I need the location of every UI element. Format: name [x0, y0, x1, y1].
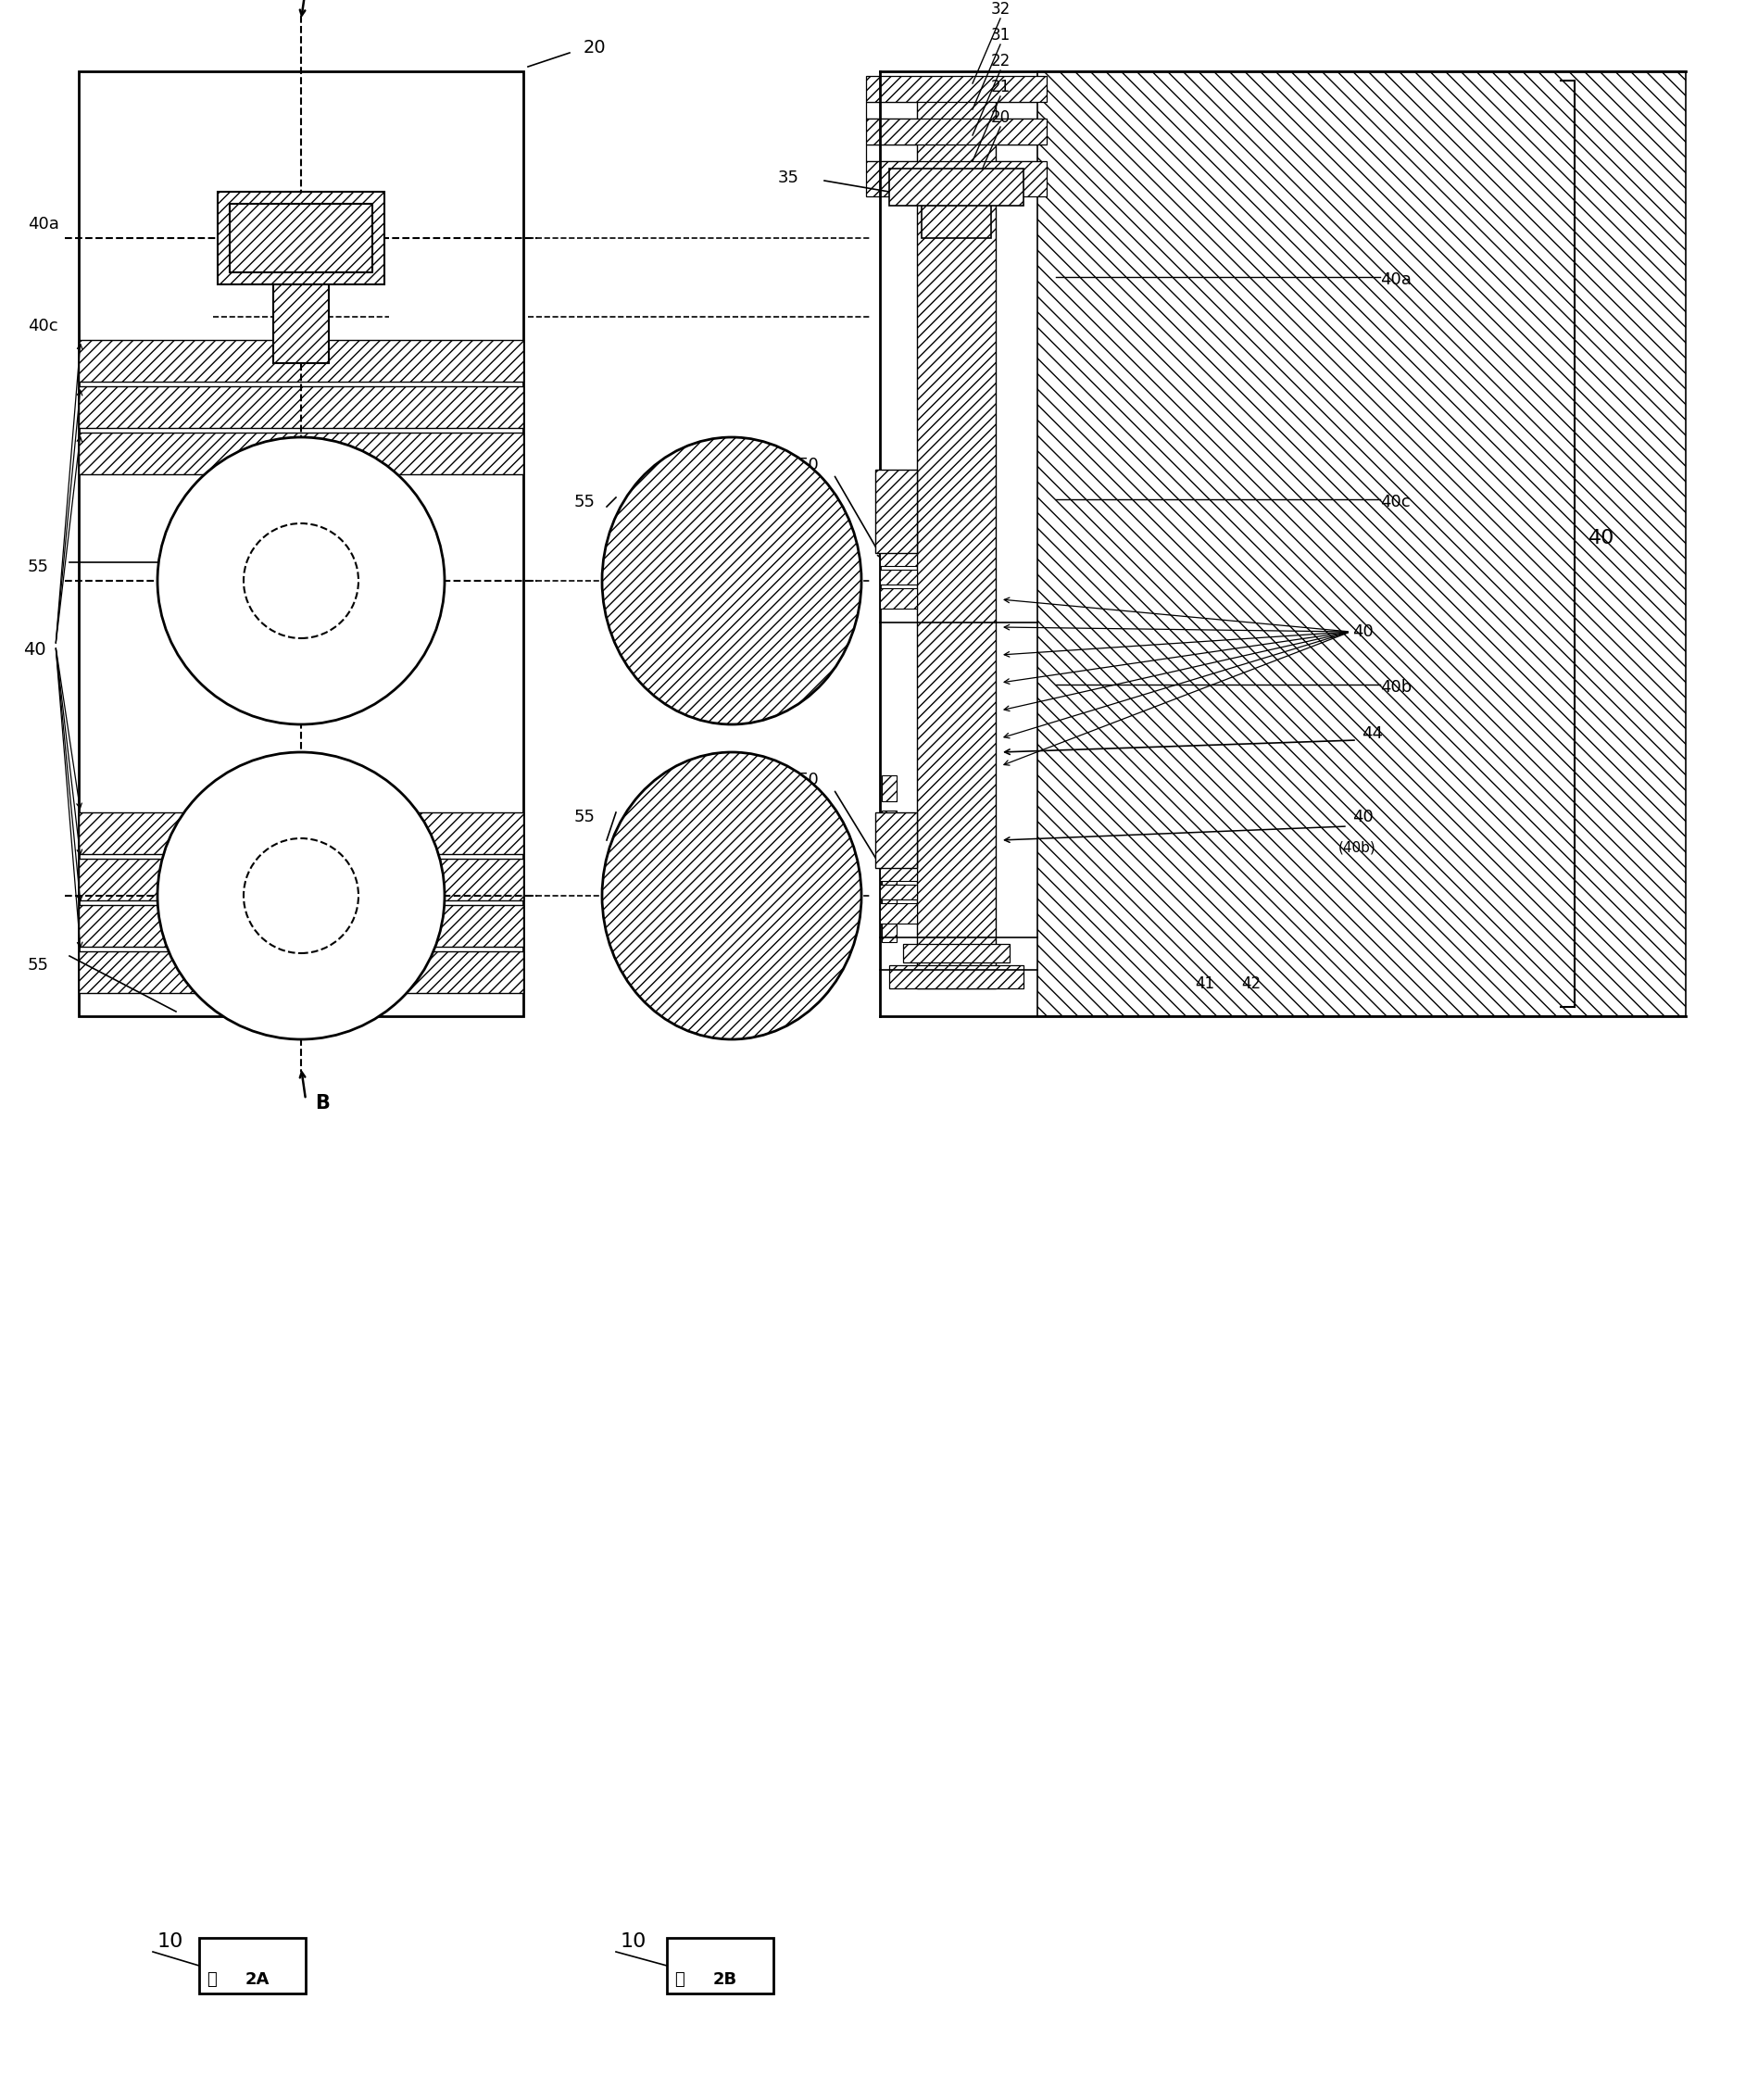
Circle shape [243, 838, 359, 953]
Text: 40a: 40a [28, 216, 60, 233]
Bar [881, 811, 897, 836]
Bar [865, 162, 1046, 197]
Text: 40c: 40c [28, 317, 58, 334]
Ellipse shape [601, 752, 861, 1040]
Bar [79, 71, 524, 1016]
Bar [230, 204, 373, 273]
Bar [879, 903, 916, 924]
Bar [865, 118, 1046, 145]
Text: 32: 32 [990, 0, 1011, 17]
Bar [1037, 71, 1684, 1016]
Bar [902, 943, 1009, 962]
Circle shape [158, 437, 445, 724]
Bar [666, 1938, 774, 1993]
Text: 55: 55 [28, 958, 49, 974]
Circle shape [158, 752, 445, 1040]
Bar [879, 884, 916, 899]
Circle shape [243, 523, 359, 638]
Text: 图: 图 [673, 1972, 684, 1989]
Text: 图: 图 [206, 1972, 216, 1989]
Bar [875, 470, 916, 552]
Text: 40c: 40c [1380, 494, 1410, 510]
Bar [879, 865, 916, 880]
Text: 35: 35 [777, 170, 798, 187]
Text: 20: 20 [584, 40, 607, 57]
Text: 55: 55 [573, 494, 596, 510]
Text: 2A: 2A [246, 1972, 269, 1989]
Bar [890, 966, 1023, 989]
Bar [865, 145, 1046, 162]
Bar [916, 99, 995, 989]
Text: 51: 51 [786, 536, 805, 550]
Bar [865, 76, 1046, 103]
Text: 40b: 40b [1380, 678, 1412, 695]
Bar [881, 846, 897, 872]
Bar [865, 103, 1046, 118]
Bar [879, 588, 916, 609]
Text: 50: 50 [798, 771, 819, 788]
Text: 40: 40 [1352, 809, 1373, 825]
Text: 40: 40 [1352, 624, 1373, 640]
Text: 50: 50 [798, 456, 819, 473]
Text: 40a: 40a [1380, 271, 1410, 288]
Bar [879, 533, 916, 548]
Text: 21: 21 [990, 78, 1011, 94]
Text: 55: 55 [573, 809, 596, 825]
Bar [875, 813, 916, 867]
Text: 22: 22 [990, 53, 1011, 69]
Text: 44: 44 [1361, 724, 1382, 741]
Text: B: B [315, 1094, 329, 1113]
Text: 10: 10 [158, 1932, 183, 1951]
Bar [218, 191, 385, 284]
Bar [881, 775, 897, 802]
Bar [79, 859, 524, 901]
Bar [879, 569, 916, 584]
Bar [79, 905, 524, 947]
Bar [921, 191, 990, 237]
Text: (40b): (40b) [1338, 840, 1375, 855]
Text: 53: 53 [759, 494, 779, 510]
Bar [79, 951, 524, 993]
Text: 40: 40 [1587, 529, 1614, 548]
Bar [881, 916, 897, 943]
Bar [890, 168, 1023, 206]
Text: 20: 20 [990, 109, 1011, 126]
Text: 2B: 2B [712, 1972, 737, 1989]
Bar [881, 880, 897, 907]
Text: 52: 52 [772, 514, 791, 531]
Text: 31: 31 [990, 27, 1011, 44]
Bar [79, 386, 524, 428]
Bar [79, 813, 524, 855]
Text: 55: 55 [28, 559, 49, 575]
Text: 40: 40 [23, 640, 46, 659]
Ellipse shape [601, 437, 861, 724]
Text: 42: 42 [1241, 974, 1260, 991]
Bar [272, 271, 329, 363]
Bar [79, 340, 524, 382]
Bar [79, 433, 524, 475]
Bar [199, 1938, 306, 1993]
Bar [879, 848, 916, 863]
Text: 41: 41 [1194, 974, 1213, 991]
Bar [879, 550, 916, 567]
Text: 10: 10 [621, 1932, 647, 1951]
